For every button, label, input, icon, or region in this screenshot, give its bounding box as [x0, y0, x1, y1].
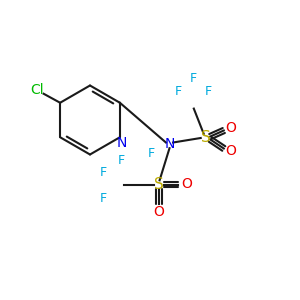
Text: O: O	[154, 205, 164, 219]
Text: F: F	[118, 154, 125, 167]
Text: F: F	[100, 191, 107, 205]
Text: S: S	[201, 130, 210, 146]
Text: S: S	[154, 177, 164, 192]
Text: F: F	[148, 147, 155, 160]
Text: O: O	[226, 144, 236, 158]
Text: O: O	[181, 178, 192, 191]
Text: Cl: Cl	[30, 83, 44, 97]
Text: O: O	[226, 122, 236, 135]
Text: F: F	[100, 166, 107, 179]
Text: F: F	[190, 71, 197, 85]
Text: N: N	[164, 137, 175, 151]
Text: F: F	[205, 85, 212, 98]
Text: N: N	[116, 136, 127, 150]
Text: F: F	[175, 85, 182, 98]
